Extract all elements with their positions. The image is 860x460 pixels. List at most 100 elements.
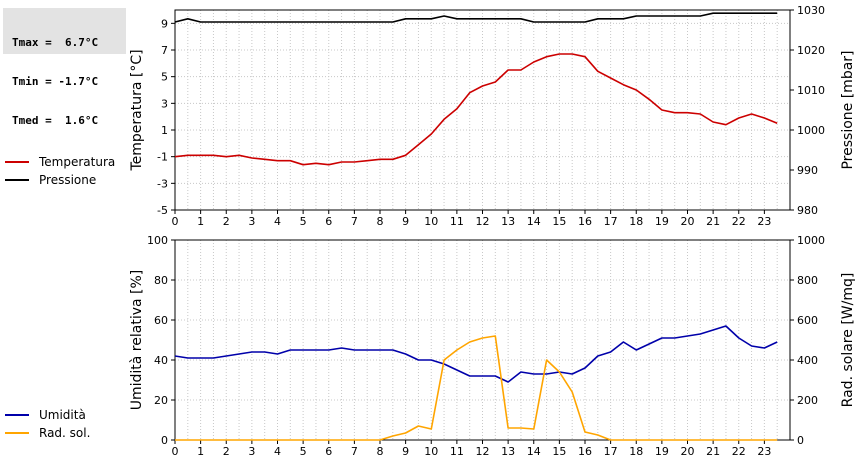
x-tick-label: 6 xyxy=(325,445,332,458)
y-right-tick-label: 980 xyxy=(797,204,818,217)
y-right-tick-label: 1000 xyxy=(797,124,825,137)
series-line-rad-sol xyxy=(175,335,778,441)
y-right-tick-label: 1020 xyxy=(797,44,825,57)
legend-item-temperatura: Temperatura xyxy=(5,153,115,171)
legend-item-pressione: Pressione xyxy=(5,171,115,189)
x-tick-label: 21 xyxy=(706,215,720,228)
y-left-tick-label: 5 xyxy=(161,71,168,84)
x-tick-label: 10 xyxy=(424,215,438,228)
x-tick-label: 14 xyxy=(527,445,541,458)
y-left-tick-label: 0 xyxy=(161,434,168,447)
y-right-tick-label: 1030 xyxy=(797,4,825,17)
y-right-axis-title: Pressione [mbar] xyxy=(840,50,856,169)
y-left-tick-label: 60 xyxy=(154,314,168,327)
stats-box: Tmax = 6.7°C Tmin = -1.7°C Tmed = 1.6°C xyxy=(3,8,126,127)
x-tick-label: 21 xyxy=(706,445,720,458)
x-tick-label: 9 xyxy=(402,215,409,228)
y-left-tick-label: -3 xyxy=(157,177,168,190)
y-left-tick-label: 3 xyxy=(161,97,168,110)
y-right-tick-label: 990 xyxy=(797,164,818,177)
legend-top: Temperatura Pressione xyxy=(5,153,115,189)
y-right-tick-label: 1000 xyxy=(797,234,825,247)
x-tick-label: 15 xyxy=(552,445,566,458)
y-left-axis-title: Umidità relativa [%] xyxy=(129,270,145,411)
x-tick-label: 3 xyxy=(248,445,255,458)
y-left-tick-label: 40 xyxy=(154,354,168,367)
tmax-label: Tmax = 6.7°C xyxy=(12,36,99,49)
y-left-tick-label: 100 xyxy=(147,234,168,247)
x-tick-label: 3 xyxy=(248,215,255,228)
x-tick-label: 15 xyxy=(552,215,566,228)
x-tick-label: 22 xyxy=(732,445,746,458)
y-left-tick-label: 1 xyxy=(161,124,168,137)
x-tick-label: 2 xyxy=(223,215,230,228)
tmed-label: Tmed = 1.6°C xyxy=(12,114,99,127)
x-tick-label: 4 xyxy=(274,215,281,228)
x-tick-label: 17 xyxy=(604,445,618,458)
chart-panel-1: 0 1 2 3 4 5 6 7 8 9 10 11 12 13 14 15 16 17 18 19 20 21 22 23-5… xyxy=(129,4,856,228)
y-right-axis-title: Rad. solare [W/mq] xyxy=(840,273,856,408)
x-tick-label: 23 xyxy=(757,215,771,228)
chart-panel-2: 0 1 2 3 4 5 6 7 8 9 10 11 12 13 14 15 16 17 18 19 20 21 22 2302… xyxy=(129,234,856,458)
legend-item-radsol: Rad. sol. xyxy=(5,424,90,442)
x-tick-label: 14 xyxy=(527,215,541,228)
x-tick-label: 5 xyxy=(300,215,307,228)
x-tick-label: 16 xyxy=(578,445,592,458)
legend-swatch-temperatura xyxy=(5,161,29,163)
x-tick-label: 1 xyxy=(197,445,204,458)
y-right-tick-label: 200 xyxy=(797,394,818,407)
x-tick-label: 1 xyxy=(197,215,204,228)
y-left-tick-label: 9 xyxy=(161,17,168,30)
legend-swatch-pressione xyxy=(5,179,29,181)
y-left-tick-label: 20 xyxy=(154,394,168,407)
x-tick-label: 18 xyxy=(629,215,643,228)
x-tick-label: 8 xyxy=(377,445,384,458)
series-line-umidit xyxy=(174,325,778,383)
legend-item-umidita: Umidità xyxy=(5,406,90,424)
y-left-tick-label: 7 xyxy=(161,44,168,57)
x-tick-label: 9 xyxy=(402,445,409,458)
legend-label-temperatura: Temperatura xyxy=(39,155,116,169)
x-tick-label: 12 xyxy=(476,445,490,458)
x-tick-label: 6 xyxy=(325,215,332,228)
x-tick-label: 4 xyxy=(274,445,281,458)
x-tick-label: 16 xyxy=(578,215,592,228)
series-line-temperatura xyxy=(174,53,778,166)
y-right-tick-label: 0 xyxy=(797,434,804,447)
y-left-tick-label: 80 xyxy=(154,274,168,287)
x-tick-label: 11 xyxy=(450,215,464,228)
y-left-tick-label: -1 xyxy=(157,151,168,164)
x-tick-label: 13 xyxy=(501,445,515,458)
x-tick-label: 0 xyxy=(172,445,179,458)
x-tick-label: 2 xyxy=(223,445,230,458)
x-tick-label: 20 xyxy=(681,215,695,228)
legend-swatch-umidita xyxy=(5,414,29,416)
x-tick-label: 7 xyxy=(351,215,358,228)
x-tick-label: 7 xyxy=(351,445,358,458)
x-tick-label: 13 xyxy=(501,215,515,228)
x-tick-label: 19 xyxy=(655,215,669,228)
legend-label-umidita: Umidità xyxy=(39,408,86,422)
tmin-label: Tmin = -1.7°C xyxy=(12,75,99,88)
y-left-tick-label: -5 xyxy=(157,204,168,217)
y-right-tick-label: 600 xyxy=(797,314,818,327)
y-right-tick-label: 1010 xyxy=(797,84,825,97)
x-tick-label: 0 xyxy=(172,215,179,228)
legend-label-pressione: Pressione xyxy=(39,173,97,187)
legend-label-radsol: Rad. sol. xyxy=(39,426,91,440)
x-tick-label: 23 xyxy=(757,445,771,458)
y-left-axis-title: Temperatura [°C] xyxy=(129,49,145,171)
x-tick-label: 5 xyxy=(300,445,307,458)
x-tick-label: 20 xyxy=(681,445,695,458)
x-tick-label: 8 xyxy=(377,215,384,228)
y-right-tick-label: 800 xyxy=(797,274,818,287)
x-tick-label: 22 xyxy=(732,215,746,228)
legend-bottom: Umidità Rad. sol. xyxy=(5,406,90,442)
x-tick-label: 18 xyxy=(629,445,643,458)
x-tick-label: 19 xyxy=(655,445,669,458)
x-tick-label: 17 xyxy=(604,215,618,228)
legend-swatch-radsol xyxy=(5,432,29,434)
y-right-tick-label: 400 xyxy=(797,354,818,367)
x-tick-label: 12 xyxy=(476,215,490,228)
